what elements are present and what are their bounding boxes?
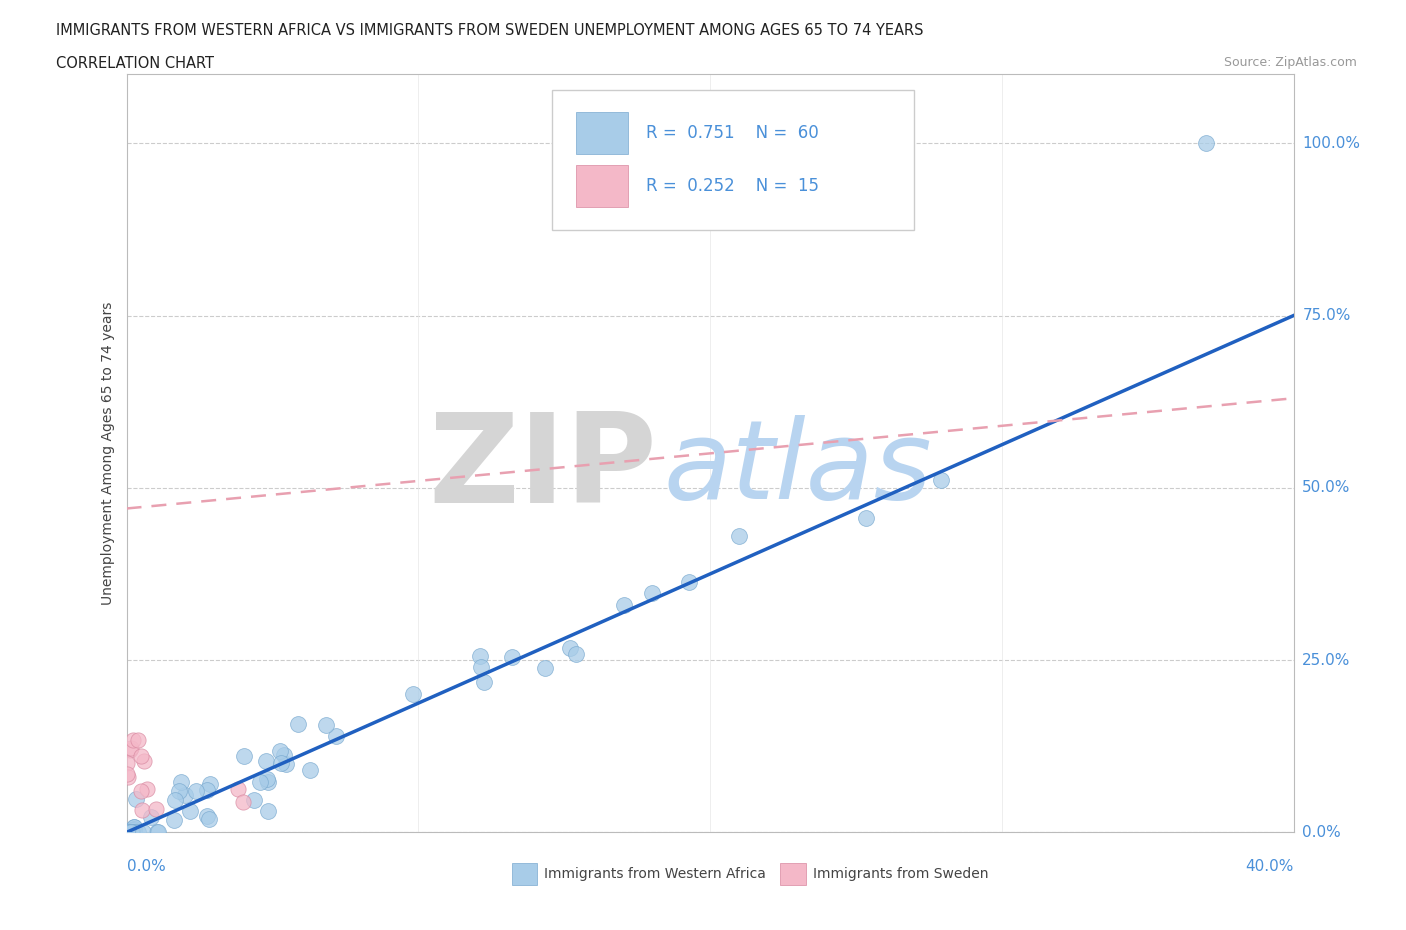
Point xyxy=(165,792,187,807)
Point xyxy=(200,777,222,791)
Text: R =  0.751    N =  60: R = 0.751 N = 60 xyxy=(645,124,818,141)
Point xyxy=(502,649,524,664)
Point xyxy=(273,748,295,763)
Point xyxy=(534,660,557,675)
Text: 0.0%: 0.0% xyxy=(127,858,166,873)
Point xyxy=(122,819,145,834)
Point xyxy=(256,772,278,787)
Point xyxy=(169,784,191,799)
Point xyxy=(120,825,142,840)
Point xyxy=(197,809,219,824)
Text: 75.0%: 75.0% xyxy=(1302,308,1351,323)
Point xyxy=(233,749,256,764)
Point xyxy=(470,648,492,663)
Point xyxy=(641,586,664,601)
Point xyxy=(254,753,277,768)
Text: Immigrants from Sweden: Immigrants from Sweden xyxy=(813,867,988,881)
Point xyxy=(129,749,152,764)
Point xyxy=(274,756,297,771)
Point xyxy=(197,783,219,798)
Bar xyxy=(780,863,806,885)
Point xyxy=(117,825,139,840)
Point xyxy=(163,813,186,828)
Point xyxy=(257,804,280,818)
Point xyxy=(120,825,142,840)
Point xyxy=(117,825,139,840)
Point xyxy=(121,823,143,838)
Point xyxy=(145,802,167,817)
Point xyxy=(855,511,877,525)
Point xyxy=(115,766,138,781)
Point xyxy=(184,784,207,799)
Point xyxy=(174,788,197,803)
Point xyxy=(129,784,152,799)
Bar xyxy=(512,863,537,885)
Point xyxy=(117,824,139,839)
Point xyxy=(565,646,588,661)
Point xyxy=(249,775,271,790)
Y-axis label: Unemployment Among Ages 65 to 74 years: Unemployment Among Ages 65 to 74 years xyxy=(101,301,115,605)
Point xyxy=(122,825,145,840)
Bar xyxy=(576,166,628,207)
Point xyxy=(121,825,143,840)
Point xyxy=(127,824,149,839)
Point xyxy=(139,810,162,825)
Point xyxy=(145,825,167,840)
Point xyxy=(728,528,751,543)
Text: Source: ZipAtlas.com: Source: ZipAtlas.com xyxy=(1223,56,1357,69)
Point xyxy=(257,775,280,790)
Point xyxy=(120,740,142,755)
Text: atlas: atlas xyxy=(664,415,932,522)
Point xyxy=(122,819,145,834)
Bar xyxy=(576,113,628,154)
Point xyxy=(121,825,143,840)
Point xyxy=(269,743,291,758)
Point xyxy=(470,659,492,674)
Point xyxy=(131,803,153,817)
Point xyxy=(226,781,249,796)
Point xyxy=(127,732,149,747)
Text: Immigrants from Western Africa: Immigrants from Western Africa xyxy=(544,867,766,881)
Point xyxy=(132,825,155,840)
Text: R =  0.252    N =  15: R = 0.252 N = 15 xyxy=(645,177,818,194)
Point xyxy=(136,782,159,797)
Text: 50.0%: 50.0% xyxy=(1302,480,1351,496)
Text: 25.0%: 25.0% xyxy=(1302,653,1351,668)
Point xyxy=(678,575,700,590)
Point xyxy=(124,821,146,836)
Point xyxy=(1195,136,1218,151)
Point xyxy=(315,717,337,732)
Point xyxy=(325,728,347,743)
Point xyxy=(298,763,321,777)
Point xyxy=(115,756,138,771)
Point xyxy=(401,686,423,701)
Text: ZIP: ZIP xyxy=(429,408,658,529)
Text: 40.0%: 40.0% xyxy=(1246,858,1294,873)
Point xyxy=(118,742,141,757)
Point xyxy=(146,825,169,840)
Point xyxy=(287,716,309,731)
Point xyxy=(179,804,201,818)
Point xyxy=(613,598,636,613)
Point xyxy=(117,770,139,785)
Point xyxy=(931,473,953,488)
Point xyxy=(558,640,581,655)
Point xyxy=(170,775,193,790)
Text: CORRELATION CHART: CORRELATION CHART xyxy=(56,56,214,71)
Text: IMMIGRANTS FROM WESTERN AFRICA VS IMMIGRANTS FROM SWEDEN UNEMPLOYMENT AMONG AGES: IMMIGRANTS FROM WESTERN AFRICA VS IMMIGR… xyxy=(56,23,924,38)
Point xyxy=(125,791,148,806)
Text: 100.0%: 100.0% xyxy=(1302,136,1360,151)
FancyBboxPatch shape xyxy=(553,89,914,230)
Point xyxy=(198,811,221,826)
Point xyxy=(472,674,495,689)
Point xyxy=(232,794,254,809)
Point xyxy=(270,755,292,770)
Point xyxy=(243,792,266,807)
Text: 0.0%: 0.0% xyxy=(1302,825,1341,840)
Point xyxy=(132,754,155,769)
Point xyxy=(120,825,142,840)
Point xyxy=(121,733,143,748)
